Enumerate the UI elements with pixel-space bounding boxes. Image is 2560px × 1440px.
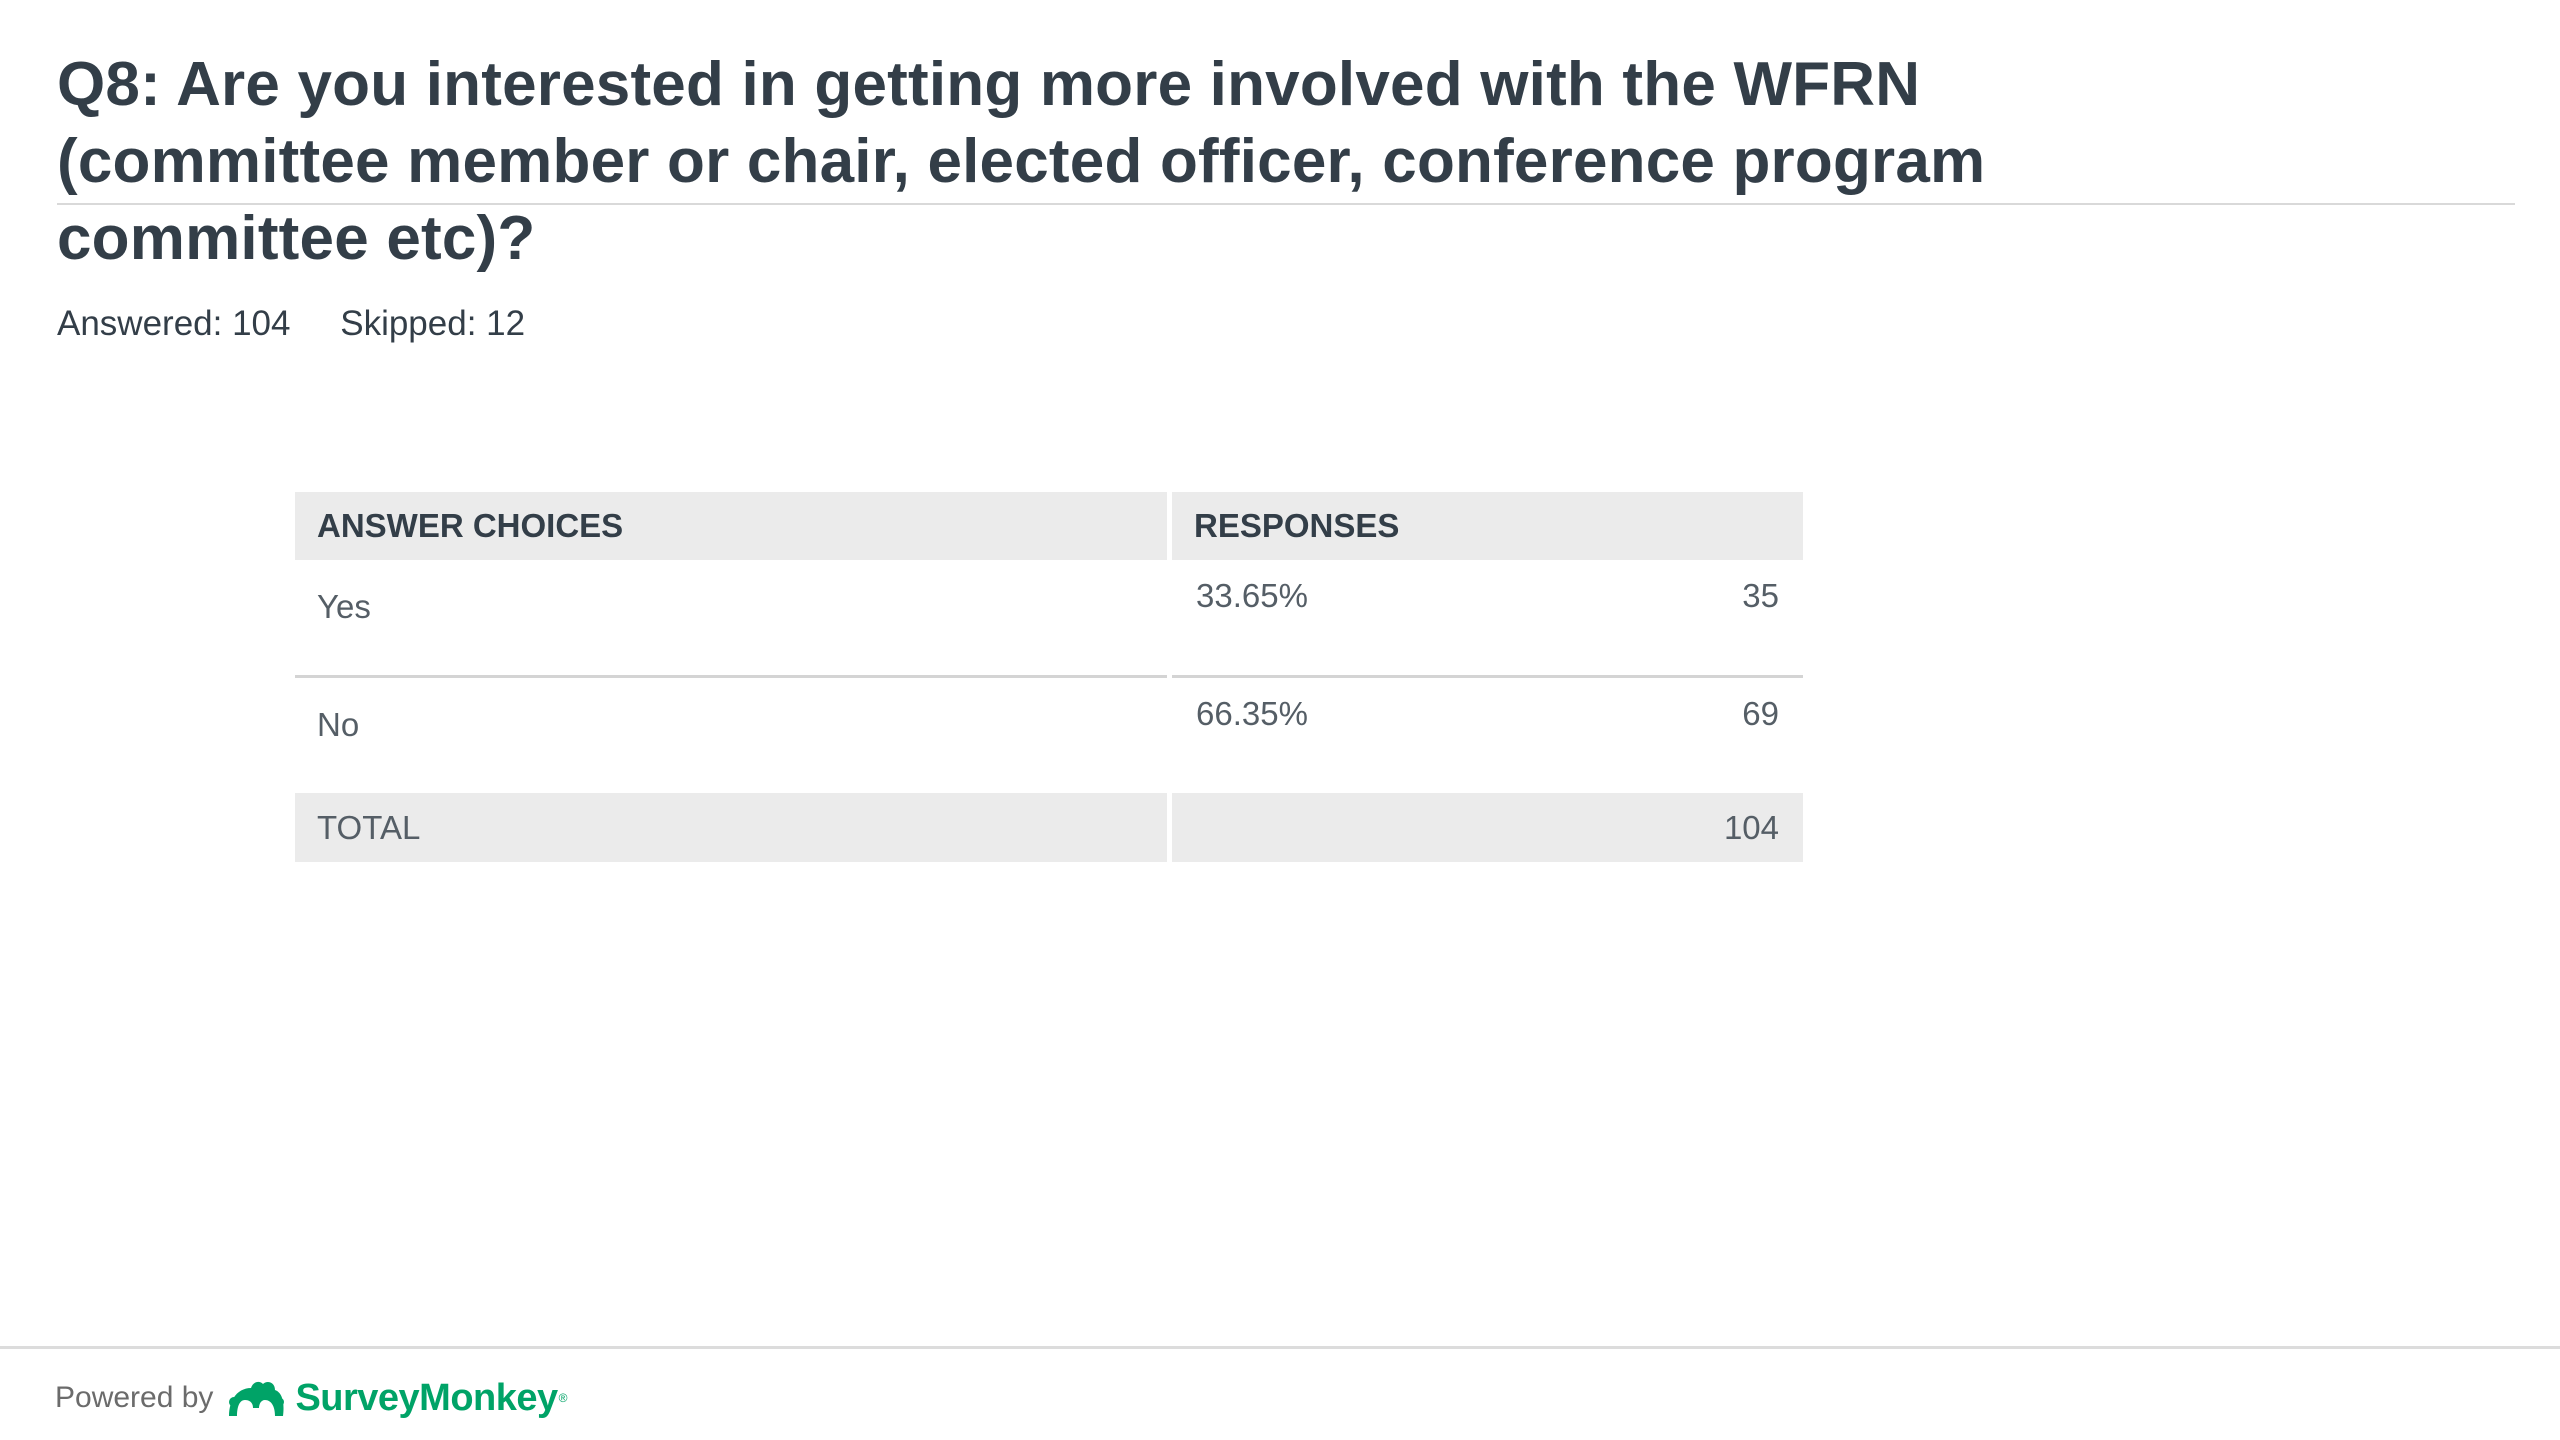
table-row: Yes 33.65% 35 xyxy=(295,560,1803,678)
title-divider xyxy=(57,203,2515,205)
question-title: Q8: Are you interested in getting more i… xyxy=(57,50,1986,273)
response-stats: Answered: 104 Skipped: 12 xyxy=(57,304,525,344)
registered-mark: ® xyxy=(558,1391,568,1405)
footer: Powered by SurveyMonkey ® xyxy=(55,1370,568,1426)
skipped-count: Skipped: 12 xyxy=(340,304,526,343)
response-percent: 33.65% xyxy=(1196,577,1308,614)
answered-count: Answered: 104 xyxy=(57,304,291,343)
surveymonkey-logo-icon xyxy=(229,1381,285,1416)
response-count: 69 xyxy=(1742,695,1779,732)
header-answer-choices: ANSWER CHOICES xyxy=(295,492,1167,560)
footer-divider xyxy=(0,1346,2560,1349)
answer-choice: No xyxy=(317,706,360,743)
total-row: TOTAL 104 xyxy=(295,793,1803,862)
response-cell: 66.35% 69 xyxy=(1172,677,1803,794)
total-count: 104 xyxy=(1172,793,1803,862)
table-row: No 66.35% 69 xyxy=(295,676,1803,794)
answer-choice: Yes xyxy=(295,560,1167,678)
total-label: TOTAL xyxy=(295,793,1167,862)
table-header-row: ANSWER CHOICES RESPONSES xyxy=(295,492,1803,560)
response-count: 35 xyxy=(1742,577,1779,614)
results-table: ANSWER CHOICES RESPONSES Yes 33.65% 35 N… xyxy=(295,492,1803,862)
header-responses: RESPONSES xyxy=(1172,492,1803,560)
powered-by-label: Powered by xyxy=(55,1381,214,1414)
response-cell: 33.65% 35 xyxy=(1172,560,1803,678)
response-percent: 66.35% xyxy=(1196,695,1308,732)
surveymonkey-brand: SurveyMonkey xyxy=(295,1376,558,1419)
